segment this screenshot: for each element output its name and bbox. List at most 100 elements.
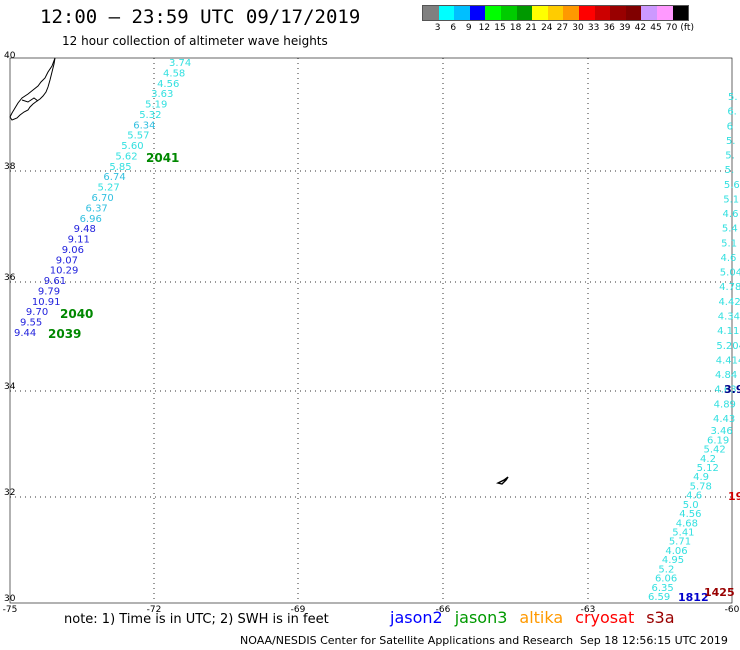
track-value: 10.29 <box>50 266 79 277</box>
map-grid <box>9 57 733 604</box>
color-scale-label: 27 <box>556 23 569 33</box>
track-value: 3.46 <box>710 426 732 437</box>
color-swatch <box>516 6 533 20</box>
track-value: 6.74 <box>103 172 125 183</box>
y-tick-label: 36 <box>4 273 16 283</box>
track-value: 4.2 <box>700 454 716 465</box>
track-time-label: 3.9 <box>724 383 740 396</box>
color-swatch <box>578 6 595 20</box>
track-time-label: 2040 <box>60 307 93 321</box>
track-value: 6.06 <box>655 574 677 585</box>
track-value: 5. <box>728 92 738 103</box>
color-swatch <box>656 6 673 20</box>
color-swatch <box>563 6 579 20</box>
track-value: 9.11 <box>68 235 90 246</box>
track-value: 6.96 <box>80 214 102 225</box>
color-swatch <box>594 6 611 20</box>
color-scale-legend: 3 6 9 12 15 18 21 24 27 30 33 36 39 42 45 70 (ft) <box>422 5 694 33</box>
track-value: 6.59 <box>648 592 670 603</box>
track-value: 5.78 <box>690 481 712 492</box>
track-value: 5. <box>725 151 735 162</box>
color-swatch <box>672 6 689 20</box>
track-value: 5.60 <box>121 141 143 152</box>
track-value: 4.414 <box>716 355 740 366</box>
color-scale-label: 30 <box>572 23 584 33</box>
track-value: 9.79 <box>38 286 60 297</box>
color-scale-label: 9 <box>465 23 472 33</box>
color-swatch <box>469 6 486 20</box>
track-value: 6.70 <box>92 193 114 204</box>
color-scale-label: 3 <box>434 23 441 33</box>
track-time-label: 2041 <box>146 151 179 165</box>
track-value: 6.34 <box>133 120 155 131</box>
track-time-label: 2039 <box>48 327 81 341</box>
track-value: 9.61 <box>44 276 66 287</box>
coastline <box>9 57 509 485</box>
track-value: 9.55 <box>20 318 42 329</box>
track-value: 5.204 <box>716 341 740 352</box>
page-subtitle: 12 hour collection of altimeter wave hei… <box>62 34 328 48</box>
track-left: 3.744.584.563.635.195.326.345.575.605.62… <box>14 58 191 341</box>
coastline-island <box>21 97 39 103</box>
y-tick-label: 32 <box>4 488 15 498</box>
color-swatch <box>423 6 439 20</box>
track-time-label: 1425 <box>704 586 735 599</box>
track-value: 10.91 <box>32 297 61 308</box>
color-swatch <box>485 6 501 20</box>
track-value: 5.19 <box>145 100 167 111</box>
footer-credit: NOAA/NESDIS Center for Satellite Applica… <box>240 634 574 647</box>
track-value: 6.35 <box>651 583 673 594</box>
track-value: 5.41 <box>672 528 694 539</box>
track-value: 5.4 <box>722 224 738 235</box>
track-value: 4.89 <box>714 399 736 410</box>
track-value: 4.78 <box>719 282 740 293</box>
track-value: 5.62 <box>115 151 137 162</box>
track-value: 5.1 <box>721 238 737 249</box>
color-scale-label: 6 <box>450 23 457 33</box>
color-swatch <box>610 6 626 20</box>
track-value: 4.42 <box>718 297 740 308</box>
map-frame <box>9 57 733 604</box>
track-value: 5.0 <box>683 500 699 511</box>
track-value: 5.2 <box>658 564 674 575</box>
footer-timestamp: Sep 18 12:56:15 UTC 2019 <box>580 634 728 647</box>
track-value: 4.6 <box>723 209 739 220</box>
color-scale-label: 70 <box>665 23 678 33</box>
color-swatch <box>547 6 564 20</box>
x-tick-label: -63 <box>581 605 596 615</box>
track-value: 4.9 <box>693 472 709 483</box>
satellite-legend-item: s3a <box>646 608 675 627</box>
y-tick-label: 30 <box>4 594 16 604</box>
track-value: 4.58 <box>163 68 185 79</box>
track-value: 9.44 <box>14 328 36 339</box>
color-scale-label: (ft) <box>680 23 694 33</box>
track-value: 5.71 <box>669 537 691 548</box>
color-scale-label: 15 <box>494 23 506 33</box>
track-value: 9.06 <box>62 245 84 256</box>
track-value: 4.34 <box>718 312 740 323</box>
satellite-legend-item: jason3 <box>454 608 508 627</box>
track-value: 6 <box>727 121 733 132</box>
track-right: 5. 6. 6 5. 5. 5. 5.6 5.1 4.6 5.4 5.1 4.6 5.04 4.78 4.4… <box>648 92 740 604</box>
track-value: 4.63 <box>714 385 736 396</box>
track-value: 5.57 <box>127 131 149 142</box>
track-value: 6.19 <box>707 435 729 446</box>
track-time-label: 19 <box>728 490 740 503</box>
color-scale-label: 18 <box>509 23 522 33</box>
color-swatch <box>438 6 455 20</box>
color-swatch <box>641 6 657 20</box>
satellite-legend-item: altika <box>519 608 564 627</box>
color-scale-label: 42 <box>634 23 647 33</box>
color-swatch <box>500 6 517 20</box>
track-value: 4.56 <box>679 509 701 520</box>
color-swatch <box>625 6 642 20</box>
track-value: 3.63 <box>151 89 173 100</box>
track-value: 5.6 <box>724 180 740 191</box>
color-scale-label: 39 <box>619 23 631 33</box>
track-value: 4.6 <box>720 253 736 264</box>
track-value: 9.48 <box>74 224 96 235</box>
track-value: 4.6 <box>686 491 702 502</box>
coastline-path <box>9 57 56 121</box>
color-scale-label: 45 <box>650 23 662 33</box>
